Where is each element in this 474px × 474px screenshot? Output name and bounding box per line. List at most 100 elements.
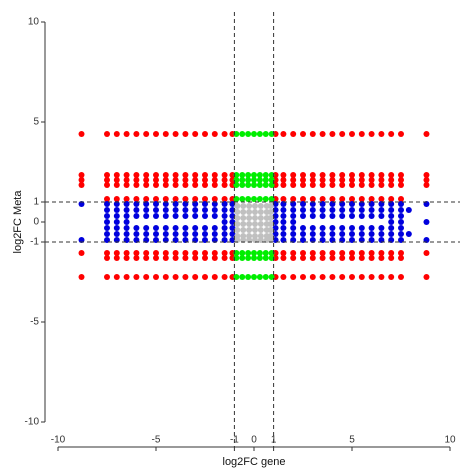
point <box>251 177 257 183</box>
point <box>358 274 365 280</box>
point <box>262 196 269 202</box>
point <box>280 196 287 202</box>
point <box>257 221 264 227</box>
point <box>280 131 287 137</box>
point <box>104 219 110 225</box>
point <box>329 177 336 183</box>
point <box>267 209 274 215</box>
point <box>329 196 336 202</box>
point <box>143 196 150 202</box>
point <box>300 213 306 219</box>
point <box>153 250 159 256</box>
point <box>172 274 179 280</box>
point <box>113 219 120 225</box>
point <box>123 213 130 219</box>
point <box>378 225 385 231</box>
point <box>192 177 199 183</box>
point <box>78 250 85 256</box>
point <box>153 207 159 213</box>
point <box>358 250 365 256</box>
point <box>257 215 264 221</box>
point <box>339 213 346 219</box>
point <box>423 219 430 225</box>
point <box>113 225 120 231</box>
point <box>123 219 130 225</box>
point <box>267 221 274 227</box>
point <box>211 225 218 231</box>
y-tick-label: -5 <box>30 317 39 328</box>
point <box>349 131 355 137</box>
point <box>113 207 120 213</box>
point <box>349 255 355 261</box>
x-tick-label: 10 <box>444 435 456 446</box>
point <box>339 177 346 183</box>
point <box>300 250 306 256</box>
point <box>245 131 252 137</box>
point <box>368 196 375 202</box>
point <box>388 207 395 213</box>
point <box>133 131 140 137</box>
point <box>162 225 169 231</box>
point <box>221 172 228 178</box>
point <box>405 231 412 237</box>
point <box>358 177 365 183</box>
point <box>113 182 120 188</box>
point <box>309 196 316 202</box>
point <box>398 182 404 188</box>
point <box>192 131 199 137</box>
point <box>358 255 365 261</box>
point <box>358 231 365 237</box>
point <box>339 182 346 188</box>
point <box>245 182 252 188</box>
point <box>319 213 326 219</box>
point <box>162 196 169 202</box>
point <box>78 274 85 280</box>
x-tick-label: -5 <box>152 435 161 446</box>
point <box>192 255 199 261</box>
point <box>280 274 287 280</box>
point <box>339 207 346 213</box>
point <box>246 203 253 209</box>
point <box>211 196 218 202</box>
point <box>368 177 375 183</box>
point <box>239 250 246 256</box>
point <box>290 177 297 183</box>
point <box>256 182 263 188</box>
point <box>211 250 218 256</box>
point <box>133 213 140 219</box>
point <box>221 177 228 183</box>
point <box>162 207 169 213</box>
point <box>211 207 218 213</box>
point <box>251 274 257 280</box>
point <box>300 231 306 237</box>
point <box>182 172 189 178</box>
point <box>368 172 375 178</box>
point <box>290 207 297 213</box>
point <box>143 207 150 213</box>
point <box>368 255 375 261</box>
point <box>133 225 140 231</box>
point <box>309 255 316 261</box>
point <box>339 131 346 137</box>
point <box>172 172 179 178</box>
point <box>388 213 395 219</box>
point <box>329 274 336 280</box>
point <box>251 182 257 188</box>
point <box>172 255 179 261</box>
point <box>182 131 189 137</box>
point <box>133 182 140 188</box>
point <box>251 221 258 227</box>
point <box>192 213 199 219</box>
point <box>211 274 218 280</box>
point <box>349 231 355 237</box>
point <box>162 213 169 219</box>
point <box>123 225 130 231</box>
point <box>290 196 297 202</box>
point <box>123 207 130 213</box>
point <box>143 225 150 231</box>
point <box>143 231 150 237</box>
point <box>182 213 189 219</box>
point <box>256 172 263 178</box>
point <box>192 196 199 202</box>
